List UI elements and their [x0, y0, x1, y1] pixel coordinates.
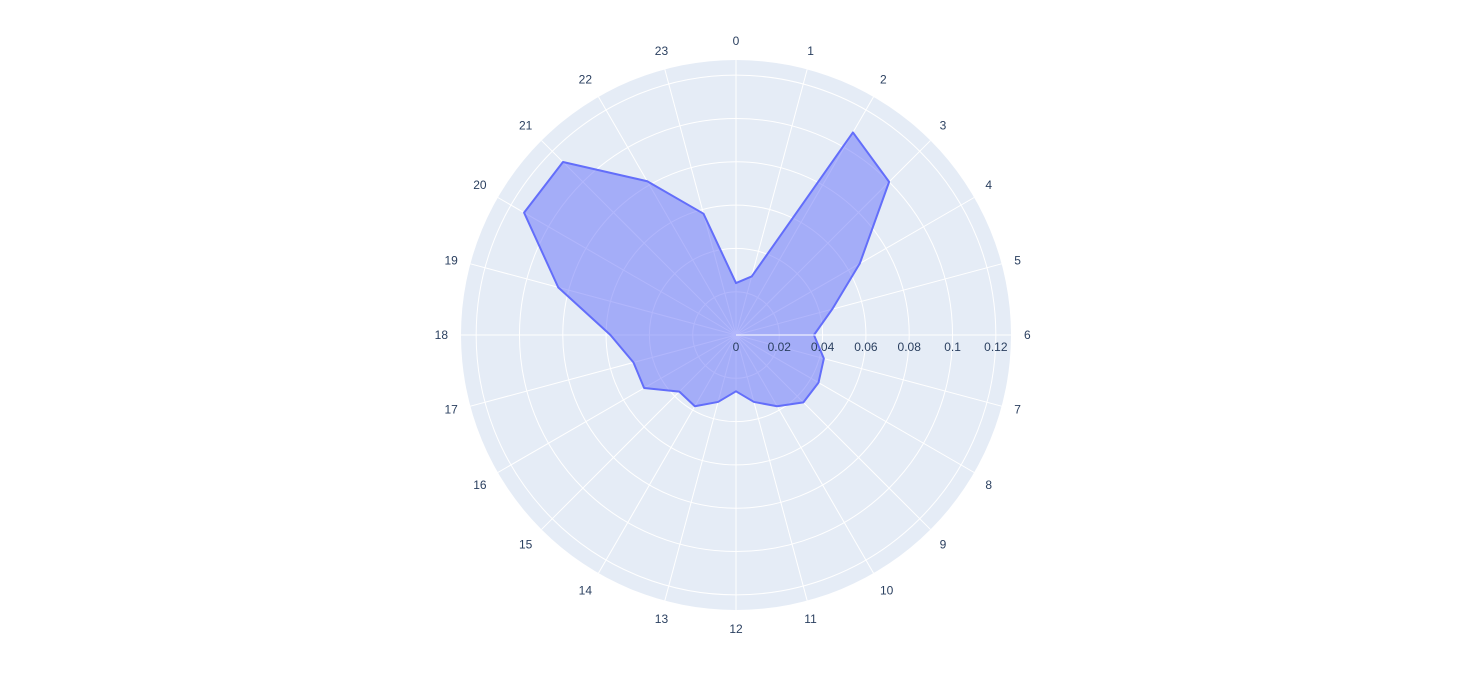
angular-tick-label: 13 [655, 612, 669, 626]
radial-tick-label: 0.12 [984, 340, 1008, 354]
series-area [523, 131, 891, 408]
angular-tick-label: 14 [579, 583, 593, 597]
polar-label-layer: 0 0.02 0.04 0.06 0.08 0.1 0.120123456789101112… [435, 34, 1031, 636]
angular-tick-label: 2 [880, 73, 887, 87]
polar-data-layer [523, 131, 891, 408]
radial-tick-label: 0.06 [854, 340, 878, 354]
angular-tick-label: 9 [940, 538, 947, 552]
angular-tick-label: 18 [435, 328, 449, 342]
angular-tick-label: 7 [1014, 403, 1021, 417]
angular-tick-label: 20 [473, 178, 487, 192]
radial-tick-label: 0.02 [768, 340, 792, 354]
angular-tick-label: 15 [519, 538, 533, 552]
angular-tick-label: 12 [729, 622, 743, 636]
angular-tick-label: 19 [444, 253, 458, 267]
angular-tick-label: 11 [804, 612, 817, 626]
angular-tick-label: 22 [579, 73, 593, 87]
radial-tick-label: 0.1 [944, 340, 961, 354]
angular-tick-label: 10 [880, 583, 894, 597]
angular-tick-label: 0 [733, 34, 740, 48]
angular-tick-label: 4 [985, 178, 992, 192]
angular-tick-label: 3 [940, 118, 947, 132]
radial-tick-label: 0.08 [898, 340, 922, 354]
angular-tick-label: 5 [1014, 253, 1021, 267]
angular-tick-label: 8 [985, 478, 992, 492]
radial-tick-label: 0 [733, 340, 740, 354]
angular-tick-label: 6 [1024, 328, 1031, 342]
angular-tick-label: 16 [473, 478, 487, 492]
radial-tick-label: 0.04 [811, 340, 835, 354]
angular-tick-label: 17 [444, 403, 458, 417]
angular-tick-label: 21 [519, 118, 533, 132]
angular-tick-label: 23 [655, 44, 669, 58]
angular-tick-label: 1 [807, 44, 814, 58]
